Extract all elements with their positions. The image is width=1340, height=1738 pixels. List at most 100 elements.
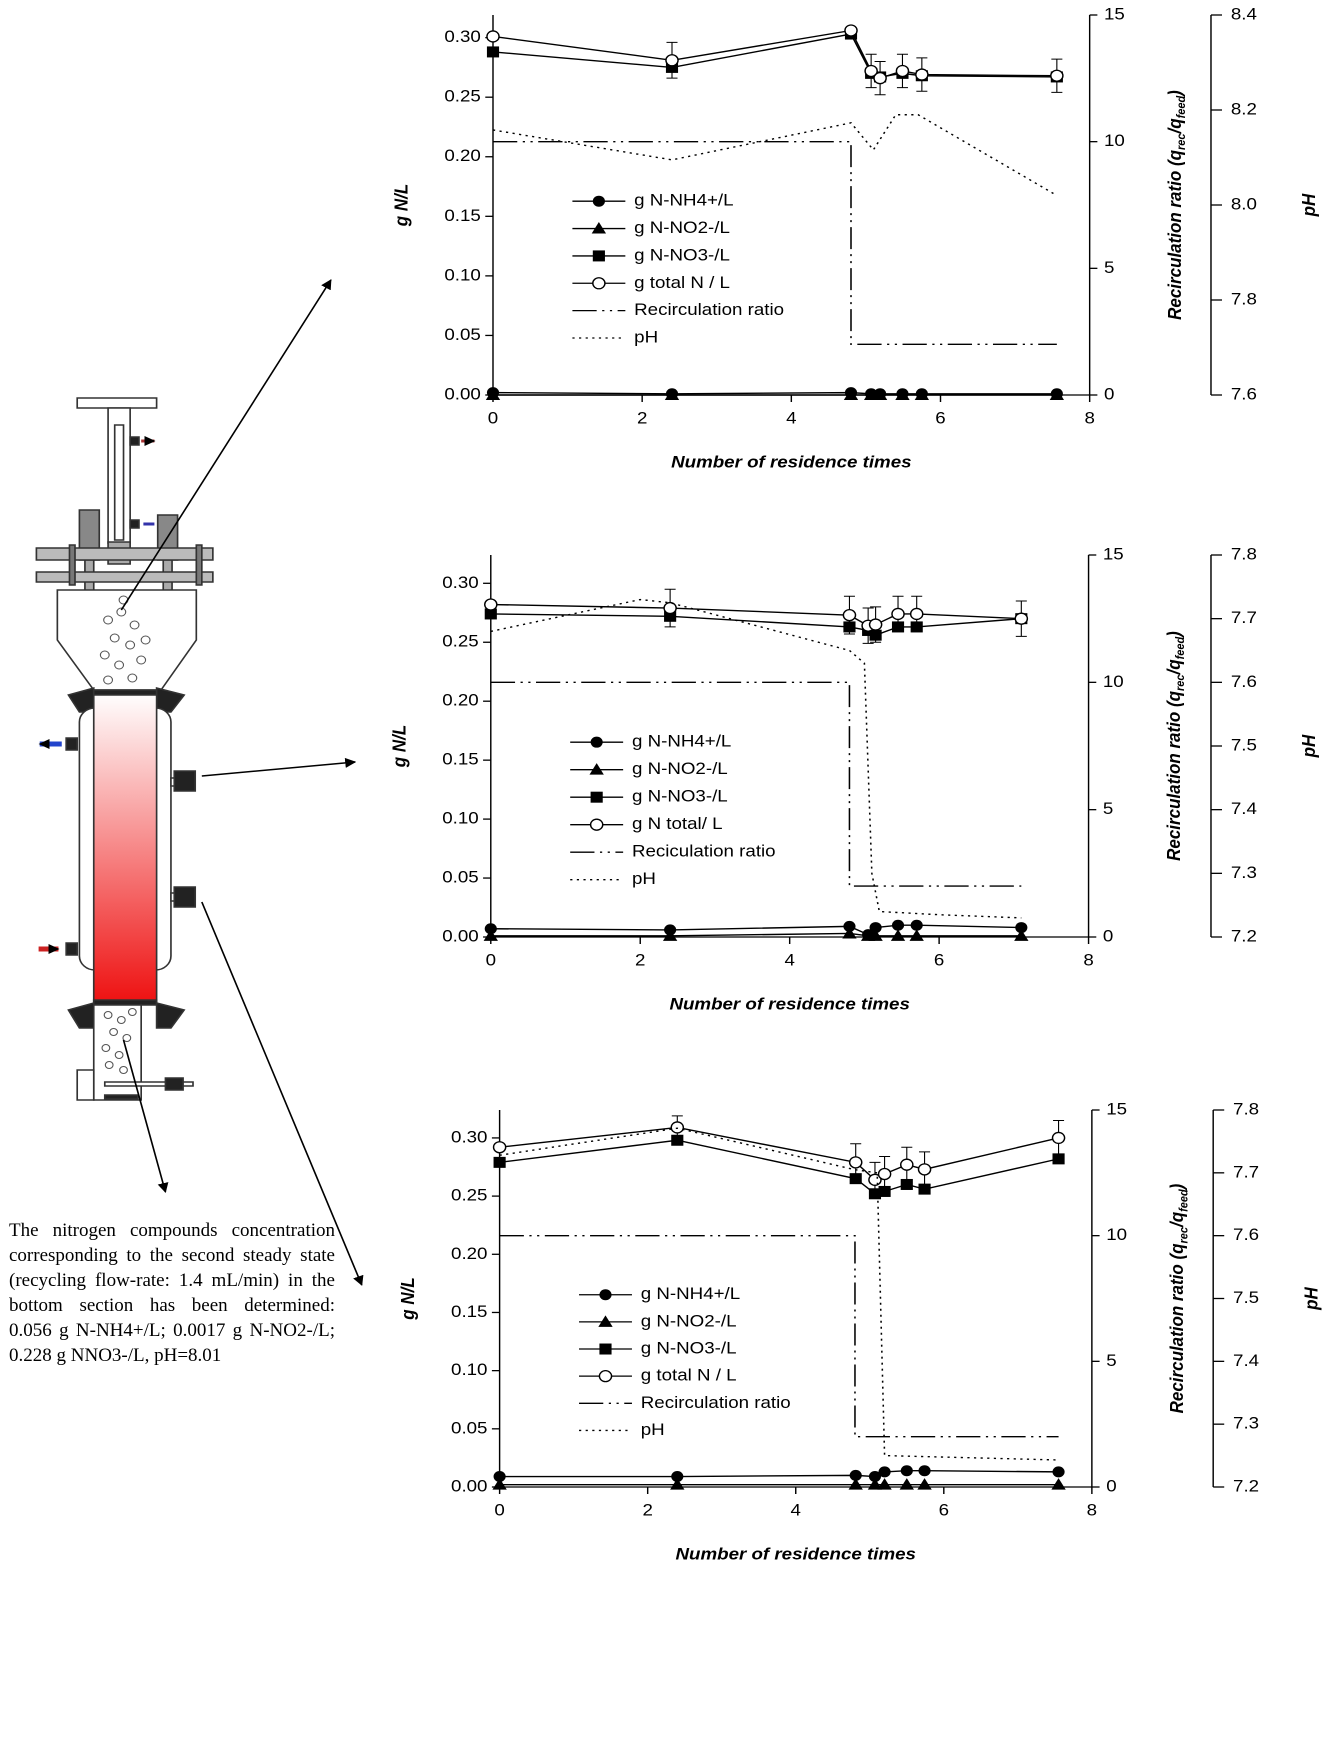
legend-marker (599, 1343, 612, 1355)
marker (1014, 612, 1029, 625)
marker (843, 388, 859, 400)
x-tick-label: 2 (637, 408, 647, 427)
y3-tick-label: 8.2 (1231, 99, 1257, 118)
series-line (499, 1234, 1059, 1438)
legend-marker (591, 222, 607, 234)
legend-label: Recirculation ratio (641, 1393, 791, 1412)
marker (867, 1478, 883, 1490)
y2-axis-title-part: ) (1166, 1184, 1187, 1192)
marker (864, 64, 878, 78)
x-tick-label: 0 (486, 950, 496, 969)
legend-label: g N-NO2-/L (641, 1311, 737, 1330)
legend-label: g N-NO3-/L (641, 1338, 737, 1357)
marker (492, 1141, 507, 1154)
y-tick-label: 0.10 (451, 1360, 488, 1379)
legend-marker (592, 277, 606, 290)
legend-marker (598, 1315, 613, 1327)
marker (890, 929, 906, 941)
y3-tick-label: 7.5 (1233, 1288, 1259, 1307)
marker (663, 601, 677, 615)
marker (1052, 1153, 1065, 1165)
marker (843, 920, 856, 932)
marker (671, 1471, 684, 1483)
legend-marker (590, 791, 603, 803)
marker (484, 923, 497, 935)
y-tick-label: 0.20 (444, 146, 481, 165)
x-tick-label: 8 (1084, 408, 1094, 427)
legend-label: g N-NO2-/L (632, 759, 728, 778)
marker (492, 1478, 507, 1490)
legend-label: Reciculation ratio (632, 841, 776, 860)
marker (484, 608, 497, 620)
marker (900, 1158, 914, 1171)
series-line (490, 613, 1022, 636)
marker (848, 1478, 863, 1490)
y-tick-label: 0.20 (451, 1244, 488, 1263)
x-axis-title: Number of residence times (676, 1544, 916, 1563)
marker (1051, 1131, 1066, 1145)
marker (671, 1134, 684, 1146)
y3-tick-label: 7.6 (1231, 672, 1257, 691)
y-tick-label: 0.15 (444, 206, 481, 225)
y3-tick-label: 7.3 (1231, 863, 1257, 882)
y2-axis-title: Recirculation ratio (qrec/qfeed) (1163, 631, 1187, 861)
marker (895, 388, 910, 400)
series-line (490, 681, 1022, 887)
y2-axis-title-part: rec (1176, 133, 1189, 150)
legend-marker (592, 250, 605, 262)
x-axis-title: Number of residence times (671, 452, 911, 471)
marker (1014, 929, 1029, 941)
legend-label: g N-NH4+/L (634, 190, 733, 209)
y3-axis-title: pH (1298, 734, 1319, 759)
legend-label: g N-NH4+/L (632, 731, 731, 750)
marker (891, 607, 905, 621)
y3-tick-label: 7.8 (1231, 544, 1257, 563)
y-tick-label: 0.15 (451, 1302, 488, 1321)
y-tick-label: 0.15 (442, 749, 479, 768)
y3-tick-label: 7.5 (1231, 735, 1257, 754)
y3-tick-label: 7.8 (1231, 289, 1257, 308)
y2-tick-label: 15 (1104, 4, 1125, 23)
y-tick-label: 0.10 (444, 265, 481, 284)
series-line (499, 1126, 1059, 1181)
x-tick-label: 6 (934, 950, 944, 969)
y2-axis-title-part: /q (1163, 659, 1184, 675)
legend-marker (589, 763, 604, 775)
legend-label: g N-NO3-/L (632, 786, 728, 805)
y3-tick-label: 7.3 (1233, 1413, 1259, 1432)
y3-tick-label: 7.7 (1233, 1162, 1259, 1181)
y2-tick-label: 10 (1103, 672, 1124, 691)
y3-tick-label: 7.8 (1233, 1099, 1259, 1118)
x-tick-label: 8 (1083, 950, 1093, 969)
y-tick-label: 0.25 (444, 86, 481, 105)
x-tick-label: 2 (642, 1500, 652, 1519)
y-tick-label: 0.00 (442, 926, 479, 945)
series-line (492, 140, 1057, 346)
marker (915, 68, 929, 81)
marker (910, 919, 923, 931)
y2-axis-title-part: rec (1175, 674, 1188, 691)
series-line (492, 29, 1057, 79)
legend-marker (592, 195, 605, 207)
y3-tick-label: 7.6 (1233, 1225, 1259, 1244)
marker (1015, 922, 1028, 934)
y2-axis-title: Recirculation ratio (qrec/qfeed) (1166, 1184, 1190, 1414)
marker (900, 1465, 913, 1477)
marker (909, 929, 924, 941)
marker (869, 922, 882, 934)
series-line (492, 33, 1057, 78)
y2-axis-title-part: ) (1163, 631, 1184, 639)
marker (665, 54, 679, 67)
x-tick-label: 6 (939, 1500, 949, 1519)
legend-marker (598, 1370, 613, 1383)
marker (900, 1178, 913, 1190)
marker (914, 388, 930, 400)
marker (842, 926, 857, 939)
y3-tick-label: 7.4 (1233, 1351, 1259, 1370)
y2-axis-title-part: /q (1166, 1212, 1187, 1228)
callout-arrows (120, 279, 364, 1286)
legend-marker (599, 1289, 612, 1301)
chart: 0.00 0.05 0.10 0.15 0.20 0.25 0.30 0 5 10 15 7.2 7.3… (397, 1099, 1321, 1563)
y-tick-label: 0.05 (442, 867, 479, 886)
y3-tick-label: 7.2 (1231, 926, 1257, 945)
